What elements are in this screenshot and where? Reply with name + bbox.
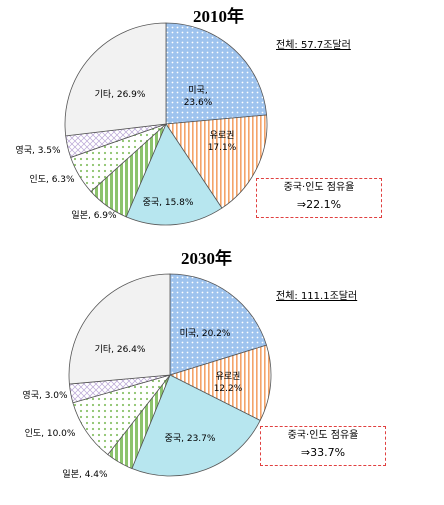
slice-label-2030-2: 중국, 23.7% [165,433,216,444]
callout-title-2030: 중국·인도 점유율 [287,430,359,441]
pie-slice-2030-0 [169,273,267,376]
slice-label-2030-0: 미국, 20.2% [180,328,231,339]
callout-value-2010: ⇒22.1% [296,198,342,211]
pie-slice-2010-2 [125,123,223,226]
slice-label-2010-2: 중국, 15.8% [143,197,194,208]
total-label-2030: 전체: 111.1조달러 [276,291,358,302]
callout-value-2030: ⇒33.7% [300,446,346,459]
slice-label-2030-5: 영국, 3.0% [22,390,68,401]
slice-label-2010-4: 인도, 6.3% [29,174,75,185]
callout-title-2010: 중국·인도 점유율 [283,182,355,193]
pie-2030: 미국, 20.2% 유로권 12.2% 중국, 23.7% 일본, 4.4% 인도, 10… [22,273,272,480]
pie-slice-2010-6 [64,22,167,137]
slice-label-2010-1: 유로권 17.1% [208,129,237,153]
slice-label-2030-4: 인도, 10.0% [25,428,76,439]
pie-slice-2010-0 [165,22,268,125]
pie-2010: 미국, 23.6% 유로권 17.1% 중국, 15.8% 일본, 6.9% 인도, 6.3… [15,22,268,226]
chart-title-2010: 2010年 [193,7,244,26]
chart-title-2030: 2030年 [181,249,232,268]
slice-label-2030-6: 기타, 26.4% [95,344,146,355]
slice-label-2030-1: 유로권 12.2% [214,370,243,394]
slice-label-2010-5: 영국, 3.5% [15,145,61,156]
callout-box-2010: 중국·인도 점유율 ⇒22.1% [256,178,382,218]
slice-label-2030-3: 일본, 4.4% [62,469,108,480]
pie-slice-2030-1 [168,344,272,422]
pie-slice-2030-2 [131,374,261,477]
pie-slice-2010-1 [165,114,268,209]
slice-label-2010-3: 일본, 6.9% [71,210,117,221]
slice-label-2010-6: 기타, 26.9% [95,89,146,100]
callout-box-2030: 중국·인도 점유율 ⇒33.7% [260,426,386,466]
pie-slice-2030-6 [68,273,171,385]
slice-label-2010-0: 미국, 23.6% [184,85,213,108]
total-label-2010: 전체: 57.7조달러 [276,40,351,51]
